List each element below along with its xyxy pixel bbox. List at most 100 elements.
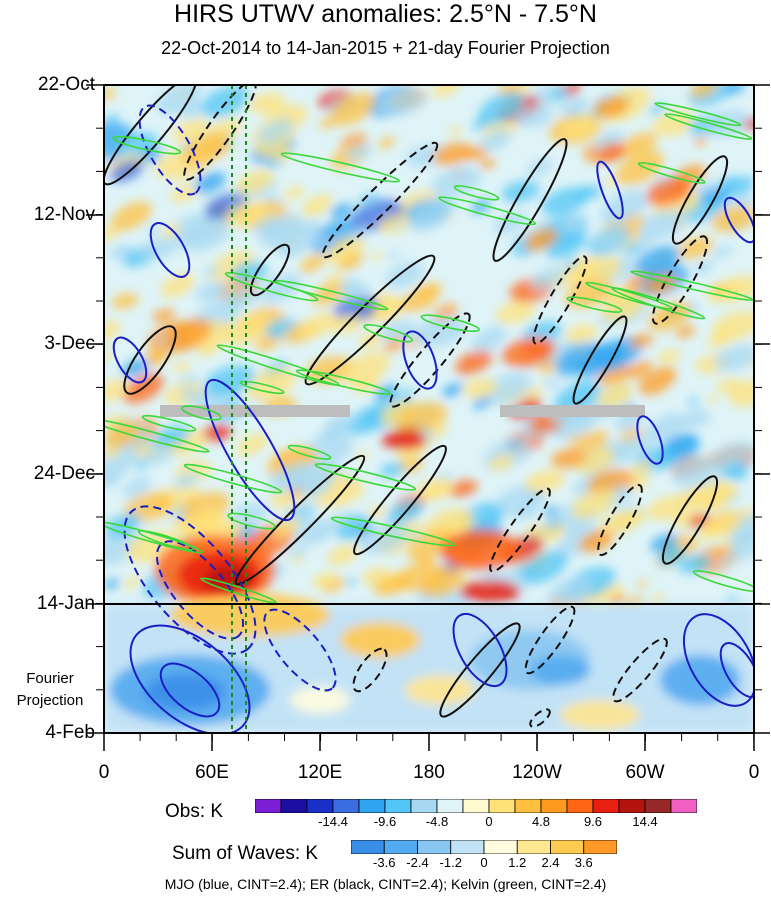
obs-anomaly-patch — [716, 275, 754, 302]
obs-anomaly-patch — [387, 251, 401, 260]
obs-anomaly-patch — [104, 226, 119, 242]
obs-anomaly-patch — [179, 219, 231, 252]
wave-contour — [630, 270, 754, 302]
colorbar-tick-label: 0 — [485, 814, 493, 829]
wave-contour — [274, 279, 389, 311]
obs-anomaly-patch — [712, 310, 754, 341]
obs-anomaly-patch — [507, 439, 522, 448]
obs-anomaly-patch — [690, 85, 719, 99]
obs-anomaly-patch — [565, 324, 598, 344]
wave-contour — [304, 254, 436, 386]
obs-anomaly-patch — [171, 510, 188, 521]
obs-anomaly-patch — [644, 412, 687, 443]
wave-contour — [141, 414, 197, 432]
obs-anomaly-patch — [324, 413, 354, 434]
obs-anomaly-patch — [174, 471, 199, 489]
wave-contour — [104, 521, 204, 554]
obs-anomaly-peak — [440, 530, 520, 570]
wave-contour — [438, 196, 537, 226]
obs-anomaly-patch — [313, 235, 329, 246]
obs-anomaly-patch — [728, 532, 754, 561]
wave-contour — [321, 141, 439, 259]
obs-anomaly-patch — [619, 132, 658, 157]
projection-anomaly-patch — [170, 593, 330, 637]
obs-anomaly-patch — [311, 572, 338, 588]
colorbar-swatch — [417, 840, 452, 854]
obs-anomaly-patch — [646, 495, 688, 521]
wave-contour — [287, 444, 332, 460]
wave-contour — [585, 281, 673, 310]
obs-anomaly-patch — [329, 203, 354, 218]
obs-anomaly-patch — [448, 125, 462, 135]
obs-anomaly-patch — [135, 463, 148, 471]
obs-anomaly-patch — [578, 530, 614, 553]
y-tick-label-12-nov: 12-Nov — [33, 204, 95, 225]
obs-anomaly-patch — [718, 556, 734, 568]
wave-contour — [664, 113, 753, 140]
obs-anomaly-patch — [540, 524, 566, 543]
wave-contour — [420, 314, 480, 332]
obs-anomaly-patch — [597, 143, 627, 162]
obs-anomaly-patch — [679, 408, 708, 429]
obs-anomaly-patch — [607, 372, 620, 381]
wave-contour — [636, 415, 664, 465]
obs-anomaly-patch — [600, 189, 649, 225]
obs-anomaly-patch — [391, 221, 404, 229]
obs-anomaly-patch — [418, 556, 434, 567]
colorbar-swatch — [383, 840, 418, 854]
contour-legend-footer: MJO (blue, CINT=2.4); ER (black, CINT=2.… — [164, 876, 607, 892]
wave-contour — [280, 152, 401, 183]
obs-anomaly-patch — [432, 142, 473, 166]
chart-subtitle: 22-Oct-2014 to 14-Jan-2015 + 21-day Four… — [161, 38, 610, 58]
obs-anomaly-patch — [693, 137, 708, 146]
wave-contour — [661, 475, 719, 565]
obs-anomaly-patch — [471, 326, 507, 352]
y-tick-label-14-jan: 14-Jan — [36, 593, 95, 614]
wave-contour — [596, 160, 624, 220]
obs-anomaly-patch — [203, 265, 220, 277]
obs-anomaly-patch — [104, 379, 130, 402]
obs-anomaly-patch — [675, 325, 696, 339]
colorbar-swatch — [566, 799, 594, 813]
obs-anomaly-patch — [299, 253, 326, 273]
obs-anomaly-patch — [723, 175, 754, 198]
wave-contour — [181, 405, 222, 421]
wave-contour — [682, 613, 754, 707]
obs-anomaly-patch — [678, 554, 712, 574]
x-tick-label-0-right: 0 — [748, 762, 760, 783]
obs-anomaly-patch — [625, 244, 640, 254]
wave-contour — [723, 196, 754, 244]
wave-contour — [597, 484, 643, 556]
wave-contour — [149, 222, 191, 278]
colorbar-swatch — [483, 840, 518, 854]
wave-contour — [353, 444, 447, 556]
wave-contour — [330, 516, 456, 547]
colorbar-tick-label: -14.4 — [318, 814, 348, 829]
projection-anomaly-field — [104, 593, 754, 733]
obs-anomaly-patch — [144, 347, 169, 364]
projection-anomaly-patch — [405, 675, 475, 705]
wave-contour — [637, 162, 706, 184]
colorbar-swatch — [550, 840, 585, 854]
obs-anomaly-patch — [111, 293, 139, 309]
obs-anomaly-patch — [431, 166, 482, 198]
obs-anomaly-patch — [497, 85, 531, 97]
obs-anomaly-patch — [732, 195, 754, 209]
obs-anomaly-patch — [596, 383, 633, 409]
obs-anomaly-patch — [180, 388, 198, 400]
obs-anomaly-patch — [541, 187, 588, 217]
wave-contour — [363, 323, 414, 343]
obs-anomaly-patch — [486, 510, 503, 521]
colorbar-swatch — [332, 799, 360, 813]
wave-contour — [492, 138, 568, 262]
wave-contour — [249, 243, 291, 297]
obs-anomaly-patch — [291, 554, 304, 564]
obs-anomaly-peak — [382, 430, 426, 450]
colorbar-swatch — [514, 799, 542, 813]
obs-anomaly-patch — [725, 85, 746, 95]
y-tick-label-24-dec: 24-Dec — [33, 463, 95, 484]
wave-contour — [566, 296, 623, 313]
wave-contour — [452, 612, 508, 688]
obs-anomaly-patch — [394, 402, 448, 434]
x-tick-label-0-left: 0 — [98, 762, 110, 783]
